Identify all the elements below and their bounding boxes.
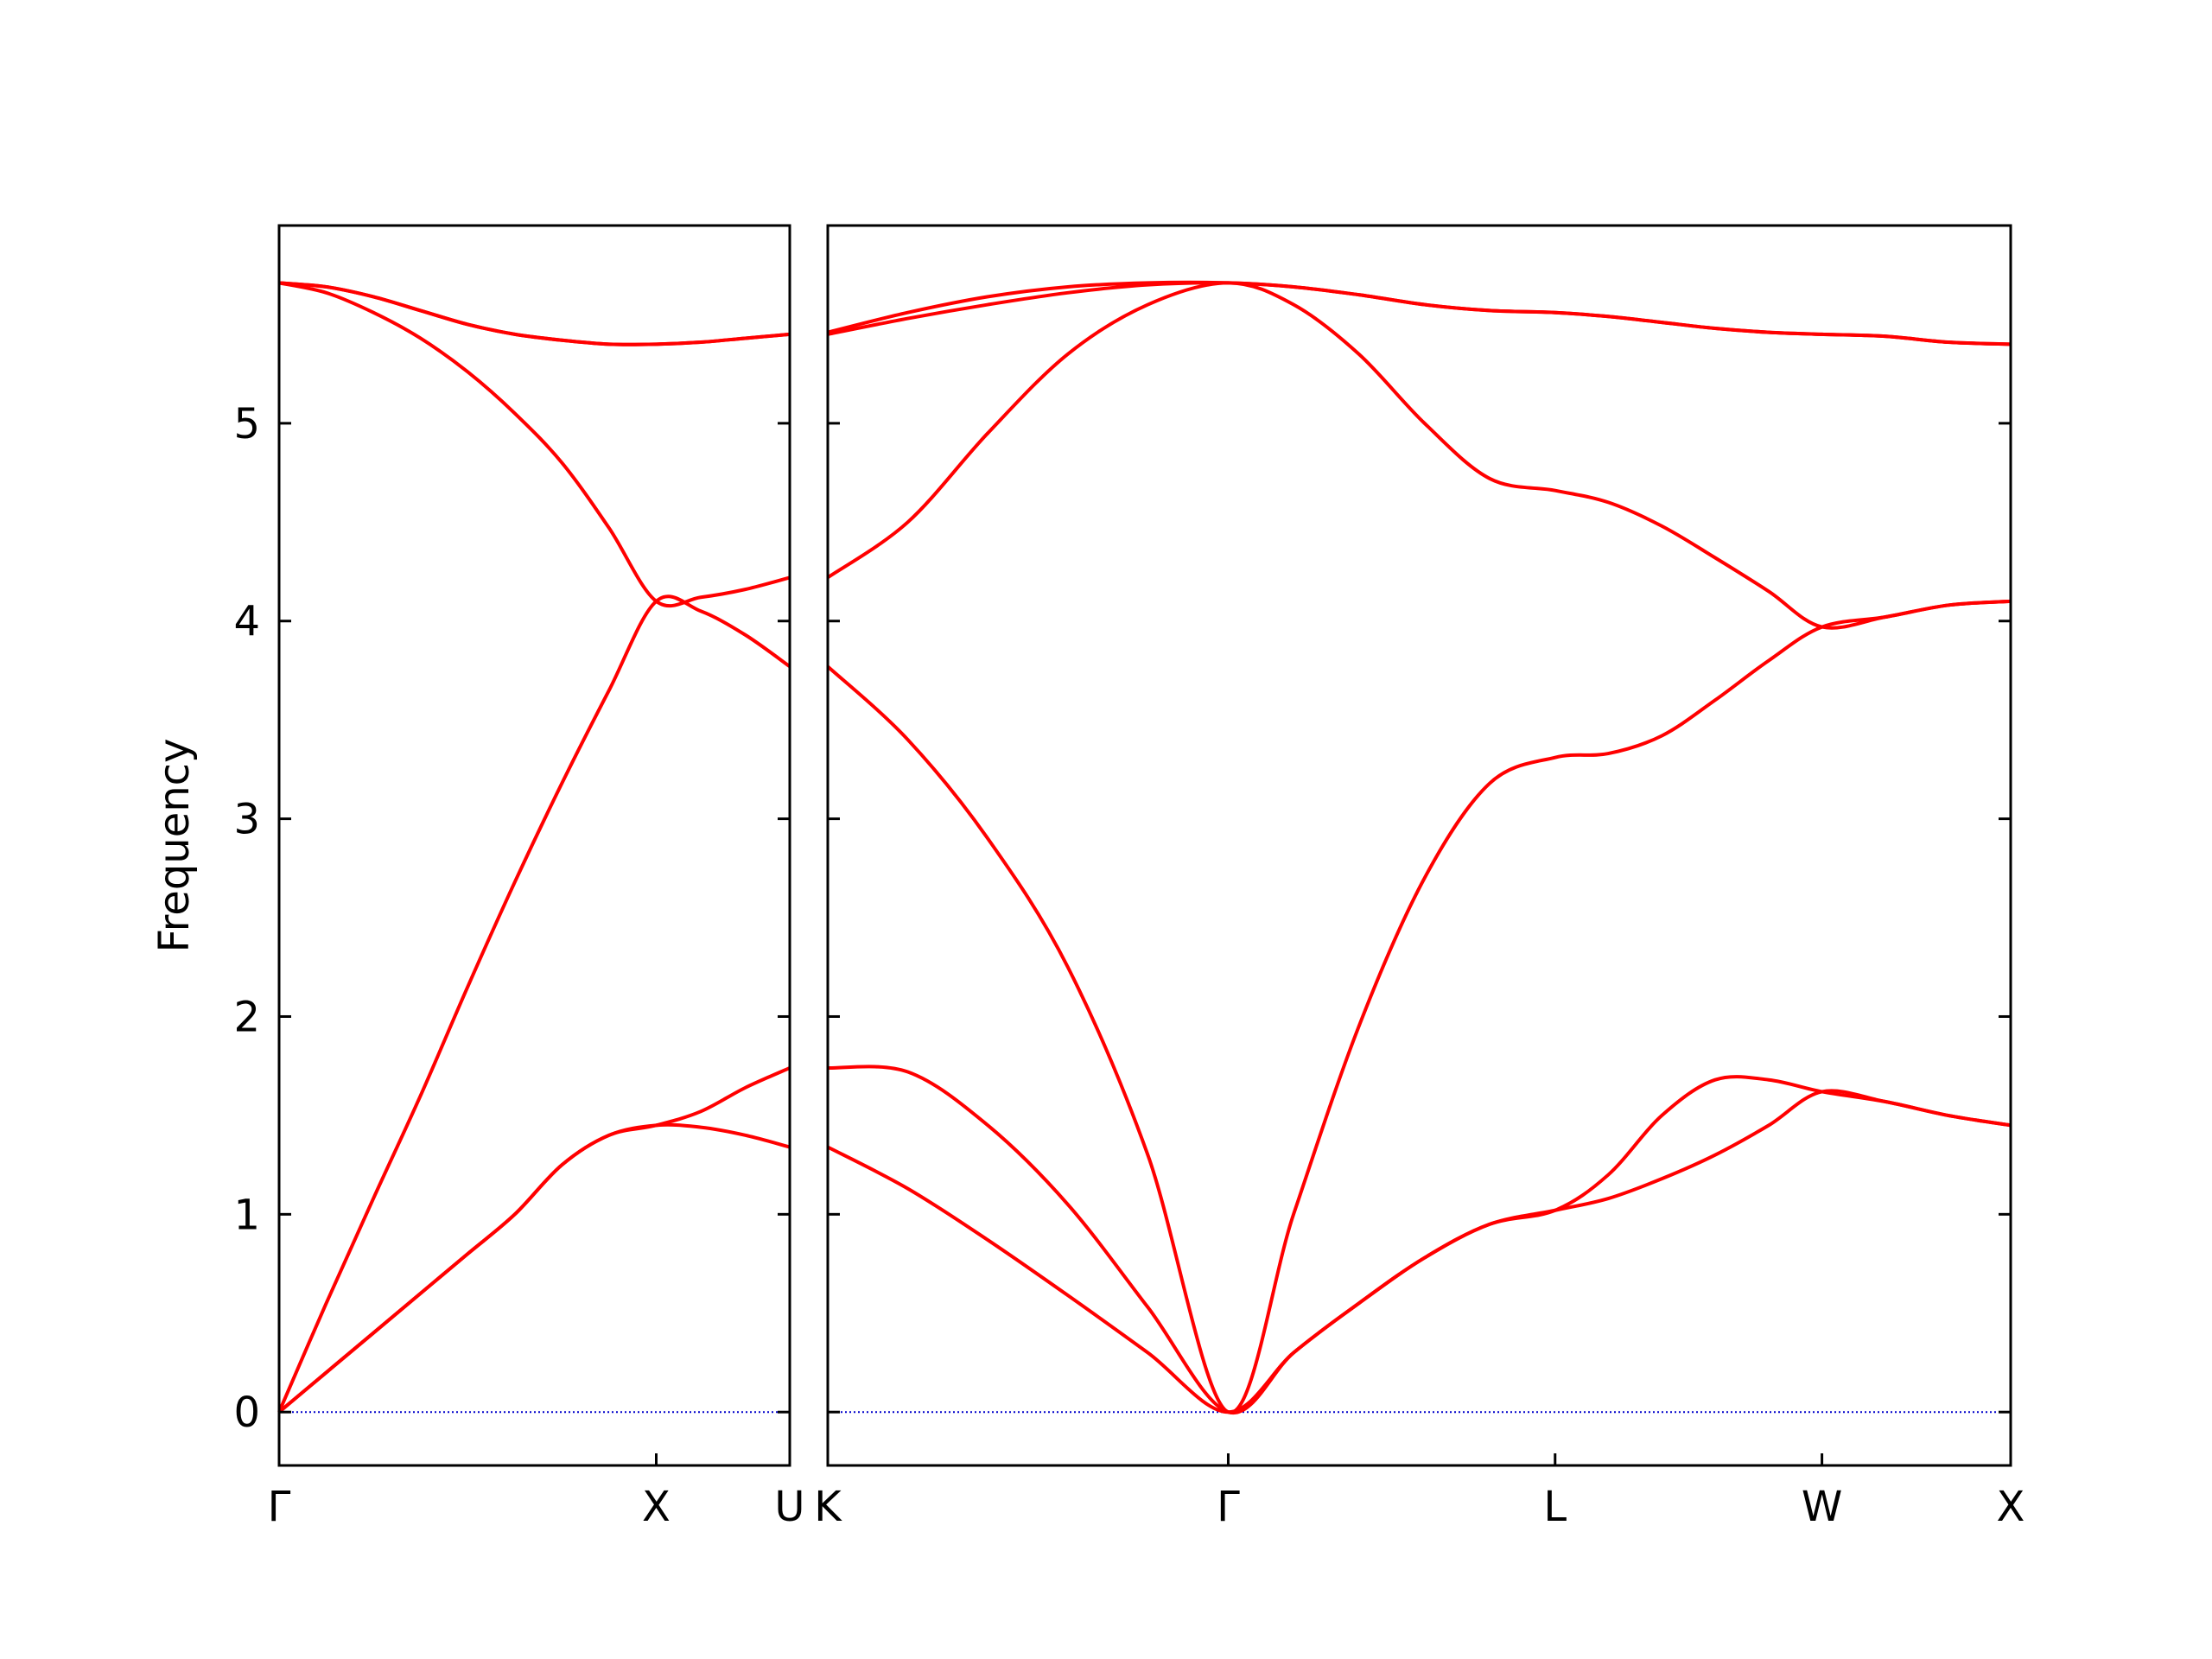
x-tick-label: X (1997, 1483, 2025, 1531)
band-line (827, 1065, 2012, 1415)
y-tick-label: 3 (233, 796, 260, 844)
axes-frame (826, 224, 2012, 1467)
band-line (826, 599, 2012, 1414)
x-tick-label: L (1543, 1483, 1567, 1531)
band-line (278, 281, 791, 346)
axes-frame (277, 224, 791, 1467)
y-axis-label: Frequency (150, 739, 199, 953)
y-tick-label: 2 (233, 993, 260, 1041)
band-line (827, 280, 2012, 346)
band-line (278, 281, 791, 608)
x-tick-label: W (1802, 1483, 1842, 1531)
x-tick-label: X (642, 1483, 671, 1531)
band-line (277, 594, 791, 1414)
y-tick-label: 1 (233, 1191, 260, 1239)
band-line (277, 1122, 791, 1414)
band-line (826, 281, 2012, 630)
band-line (277, 1066, 791, 1414)
y-tick-label: 0 (233, 1389, 260, 1437)
y-tick-label: 5 (233, 400, 260, 448)
x-tick-label: Γ (1217, 1483, 1240, 1531)
x-tick-label: K (814, 1483, 842, 1531)
y-tick-label: 4 (233, 598, 260, 646)
x-tick-label: Γ (268, 1483, 291, 1531)
x-tick-label: U (774, 1483, 804, 1531)
